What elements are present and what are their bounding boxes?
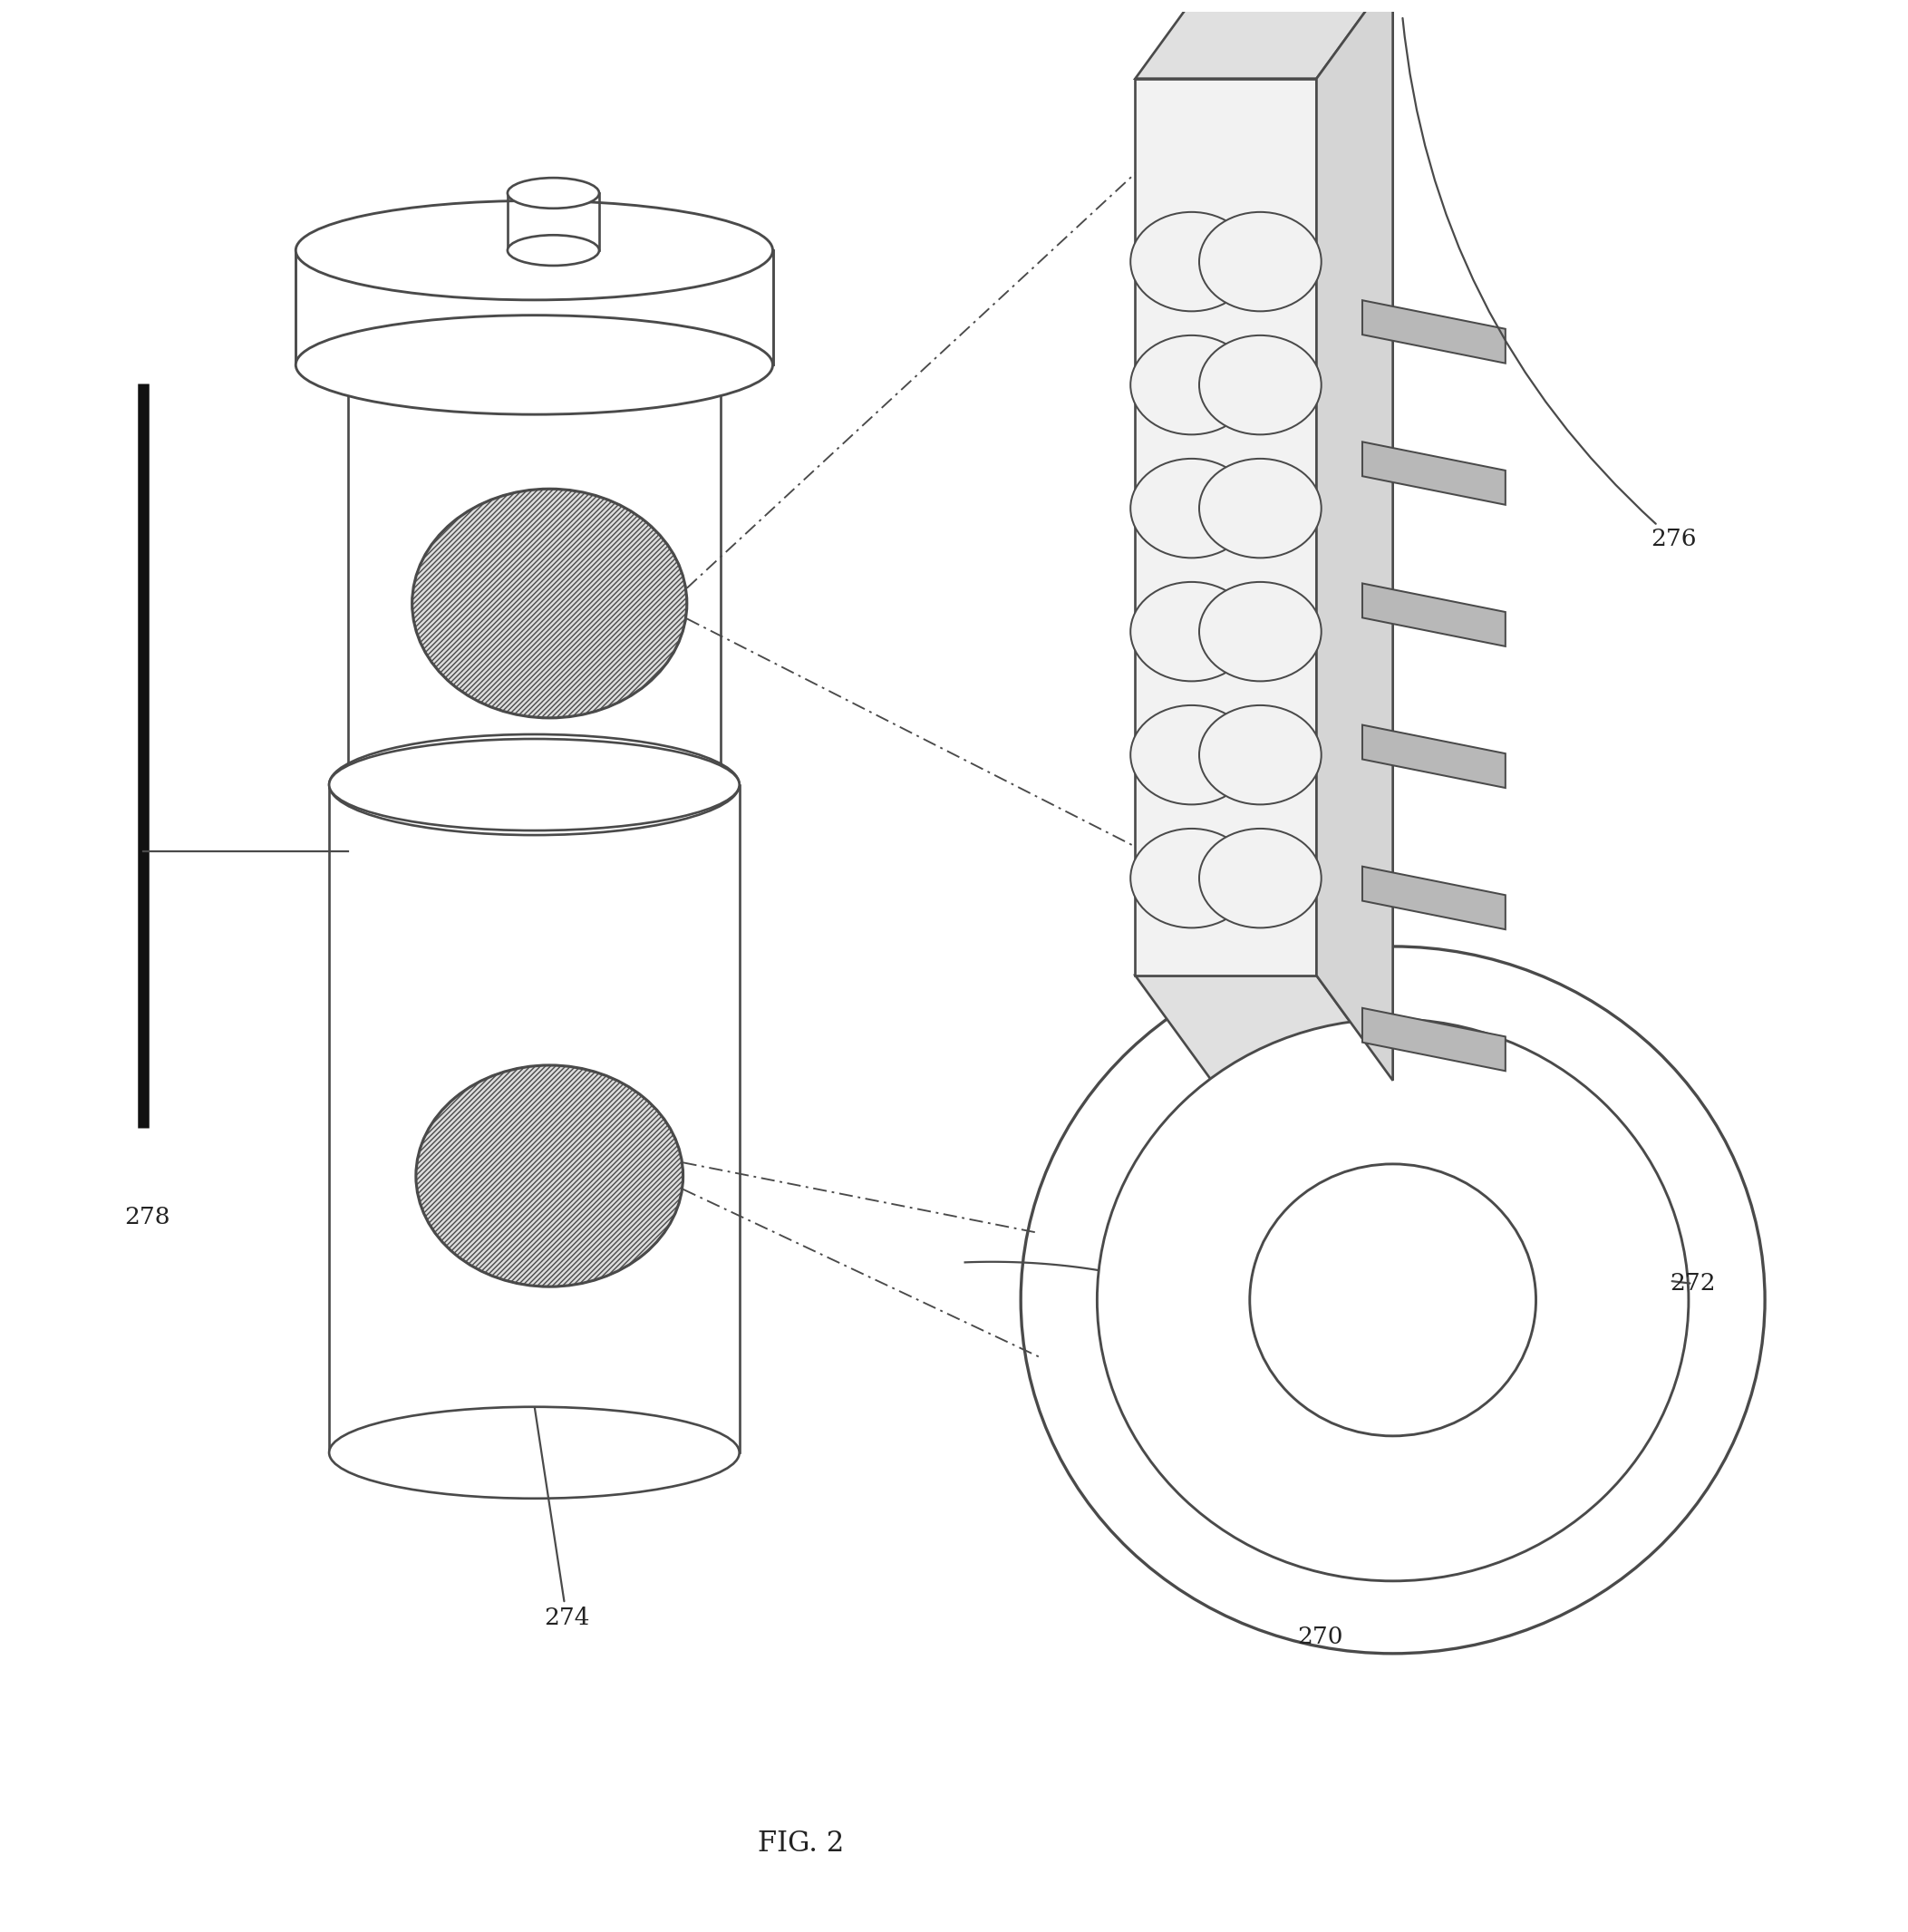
Polygon shape <box>1135 0 1393 79</box>
Ellipse shape <box>296 201 773 299</box>
Ellipse shape <box>508 178 599 209</box>
Polygon shape <box>1362 866 1505 929</box>
Text: 278: 278 <box>124 1206 170 1229</box>
Ellipse shape <box>1200 336 1320 435</box>
Ellipse shape <box>1130 582 1252 682</box>
Ellipse shape <box>1130 829 1252 927</box>
Ellipse shape <box>1200 705 1320 804</box>
Text: 270: 270 <box>1297 1625 1343 1648</box>
Ellipse shape <box>330 1406 740 1499</box>
Ellipse shape <box>1021 947 1765 1654</box>
Ellipse shape <box>330 738 740 831</box>
Ellipse shape <box>1130 458 1252 558</box>
Ellipse shape <box>1200 582 1320 682</box>
Ellipse shape <box>508 236 599 265</box>
Polygon shape <box>1135 976 1393 1080</box>
Ellipse shape <box>1200 213 1320 311</box>
Polygon shape <box>1135 79 1317 976</box>
Ellipse shape <box>1130 705 1252 804</box>
Ellipse shape <box>1250 1163 1536 1435</box>
Polygon shape <box>1362 583 1505 647</box>
Polygon shape <box>1362 1009 1505 1070</box>
Bar <box>330 784 740 1453</box>
Bar <box>508 193 599 251</box>
Text: 276: 276 <box>1402 17 1696 551</box>
Polygon shape <box>1362 299 1505 363</box>
Polygon shape <box>1362 724 1505 788</box>
Polygon shape <box>1362 442 1505 504</box>
Polygon shape <box>1317 0 1393 1080</box>
Text: FIG. 2: FIG. 2 <box>757 1830 845 1859</box>
Ellipse shape <box>1130 213 1252 311</box>
Ellipse shape <box>1200 458 1320 558</box>
Ellipse shape <box>349 742 721 827</box>
Ellipse shape <box>1200 829 1320 927</box>
Ellipse shape <box>416 1065 683 1287</box>
Text: 272: 272 <box>1670 1273 1715 1294</box>
Ellipse shape <box>1097 1018 1689 1580</box>
Text: 274: 274 <box>534 1406 590 1629</box>
Bar <box>296 251 773 365</box>
Ellipse shape <box>416 1065 683 1287</box>
Ellipse shape <box>412 489 687 719</box>
Ellipse shape <box>412 489 687 719</box>
Bar <box>349 365 721 784</box>
Ellipse shape <box>349 323 721 408</box>
Ellipse shape <box>1130 336 1252 435</box>
Ellipse shape <box>296 315 773 415</box>
Ellipse shape <box>330 734 740 835</box>
